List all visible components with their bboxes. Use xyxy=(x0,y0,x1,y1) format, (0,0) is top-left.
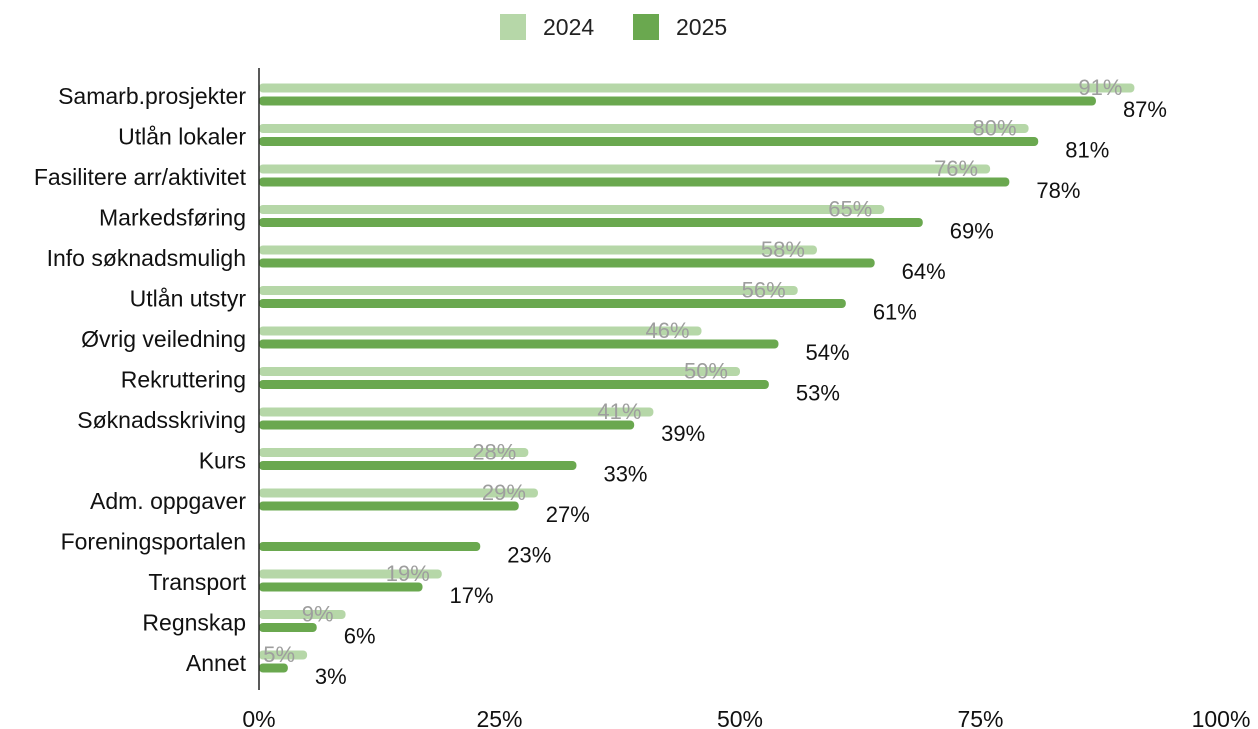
x-tick-label: 100% xyxy=(1192,706,1251,729)
category-label: Øvrig veiledning xyxy=(81,326,246,352)
data-label-2025: 33% xyxy=(603,462,647,487)
category-label: Annet xyxy=(186,650,247,676)
category-label: Adm. oppgaver xyxy=(90,488,246,514)
bar-2024 xyxy=(259,83,1135,93)
bar-2024 xyxy=(259,610,346,619)
data-label-2025: 53% xyxy=(796,381,840,406)
data-label-2024: 65% xyxy=(828,197,872,222)
data-label-2025: 61% xyxy=(873,300,917,325)
bar-2024 xyxy=(259,245,817,255)
bar-2025 xyxy=(259,582,423,592)
legend: 2024 2025 xyxy=(500,14,727,40)
category-label: Markedsføring xyxy=(99,205,246,231)
category-label: Utlån utstyr xyxy=(130,286,247,312)
data-label-2024: 5% xyxy=(263,642,295,667)
legend-label-2024: 2024 xyxy=(543,14,594,40)
data-label-2025: 87% xyxy=(1123,97,1167,122)
category-label: Rekruttering xyxy=(121,367,246,393)
bar-2025 xyxy=(259,501,519,511)
bar-2024 xyxy=(259,650,308,660)
category-label: Utlån lokaler xyxy=(118,124,246,150)
bar-2025 xyxy=(259,96,1096,106)
bar-2025 xyxy=(259,218,923,227)
data-label-2025: 23% xyxy=(507,543,551,568)
legend-label-2025: 2025 xyxy=(676,14,727,40)
bar-2025 xyxy=(259,299,846,308)
bar-2025 xyxy=(259,137,1039,146)
data-label-2024: 41% xyxy=(597,399,641,424)
data-label-2024: 19% xyxy=(386,561,430,586)
bar-2024 xyxy=(259,164,991,174)
data-labels: 91%87% 80% 81% 76% 78% 65% 69% 58% 64% 56% 61% 46% 5… xyxy=(263,75,1167,689)
data-label-2025: 54% xyxy=(805,340,849,365)
x-tick-labels: 0% 25% 50% 75% 100% xyxy=(242,706,1250,729)
category-label: Kurs xyxy=(199,448,246,474)
bar-2025 xyxy=(259,380,769,389)
bar-2025 xyxy=(259,420,635,430)
bar-2024 xyxy=(259,488,538,498)
category-label: Fasilitere arr/aktivitet xyxy=(34,164,247,190)
bar-2024 xyxy=(259,448,529,457)
bar-2025 xyxy=(259,258,875,268)
data-label-2024: 58% xyxy=(761,237,805,262)
data-label-2024: 91% xyxy=(1078,75,1122,100)
data-label-2025: 64% xyxy=(902,259,946,284)
x-tick-label: 25% xyxy=(476,706,522,729)
data-label-2025: 69% xyxy=(950,219,994,244)
data-label-2025: 81% xyxy=(1065,138,1109,163)
bar-2024 xyxy=(259,286,798,295)
bar-2025 xyxy=(259,623,317,632)
data-label-2024: 76% xyxy=(934,156,978,181)
category-label: Foreningsportalen xyxy=(61,529,246,555)
data-label-2024: 46% xyxy=(645,318,689,343)
bar-2025 xyxy=(259,542,481,551)
legend-swatch-2025 xyxy=(633,14,659,40)
bar-2024 xyxy=(259,326,702,336)
category-label: Samarb.prosjekter xyxy=(58,83,246,109)
data-label-2024: 28% xyxy=(472,440,516,465)
bar-2024 xyxy=(259,367,740,376)
category-label: Regnskap xyxy=(142,610,246,636)
bars-group xyxy=(259,83,1135,673)
data-label-2024: 29% xyxy=(482,480,526,505)
data-label-2025: 27% xyxy=(546,502,590,527)
data-label-2024: 9% xyxy=(302,602,334,627)
data-label-2025: 78% xyxy=(1036,178,1080,203)
bar-2024 xyxy=(259,124,1029,133)
bar-2025 xyxy=(259,177,1010,187)
legend-swatch-2024 xyxy=(500,14,526,40)
x-tick-label: 75% xyxy=(957,706,1003,729)
data-label-2025: 39% xyxy=(661,421,705,446)
data-label-2024: 56% xyxy=(742,278,786,303)
bar-2024 xyxy=(259,569,442,579)
data-label-2024: 80% xyxy=(973,116,1017,141)
category-label: Transport xyxy=(148,569,246,595)
bar-2025 xyxy=(259,339,779,349)
data-label-2024: 50% xyxy=(684,359,728,384)
category-label: Info søknadsmuligh xyxy=(47,245,246,271)
data-label-2025: 3% xyxy=(315,664,347,689)
category-labels: Samarb.prosjekter Utlån lokaler Fasilitere… xyxy=(34,83,247,676)
data-label-2025: 17% xyxy=(450,583,494,608)
data-label-2025: 6% xyxy=(344,624,376,649)
bar-2024 xyxy=(259,407,654,417)
bar-2025 xyxy=(259,663,288,673)
category-label: Søknadsskriving xyxy=(77,407,246,433)
bar-2025 xyxy=(259,461,577,470)
bar-2024 xyxy=(259,205,885,214)
x-tick-label: 50% xyxy=(717,706,763,729)
x-tick-label: 0% xyxy=(242,706,275,729)
